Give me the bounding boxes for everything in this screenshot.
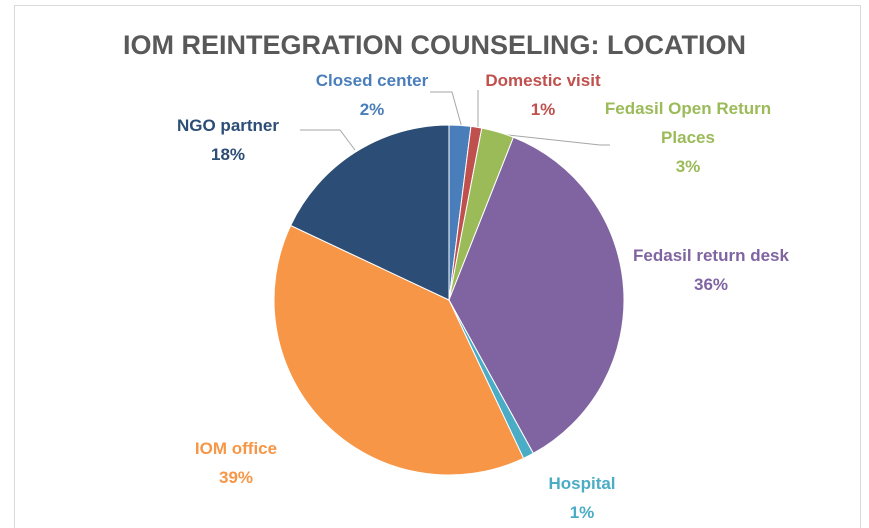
leader-lines [300, 90, 610, 151]
category-label: NGO partner [176, 116, 280, 135]
category-label: Fedasil return desk [633, 246, 789, 265]
pie-slice [289, 124, 450, 301]
category-label: Closed center [315, 71, 429, 90]
value-label: 39% [218, 468, 254, 487]
data-label: Closed center 2% [297, 66, 447, 124]
value-label: 1% [569, 503, 595, 522]
value-label: 36% [693, 275, 729, 294]
leader-line [300, 129, 356, 151]
category-label: Hospital [548, 474, 616, 493]
leader-line [489, 132, 610, 146]
value-label: 18% [210, 145, 246, 164]
category-label: IOM office [194, 439, 278, 458]
data-label: NGO partner 18% [148, 111, 308, 169]
value-label: 3% [675, 157, 701, 176]
value-label: 1% [530, 100, 556, 119]
leader-line [430, 91, 463, 129]
data-label: Fedasil Open Return Places 3% [598, 94, 778, 181]
value-label: 2% [359, 100, 385, 119]
category-label: Domestic visit [485, 71, 601, 90]
chart-title: IOM REINTEGRATION COUNSELING: LOCATION [123, 30, 746, 60]
data-label: Fedasil return desk 36% [621, 241, 801, 299]
data-label: Domestic visit 1% [468, 66, 618, 124]
category-label: Fedasil Open Return Places [604, 99, 772, 147]
pie-slice [273, 224, 525, 476]
pie-slice [448, 136, 625, 455]
data-label: Hospital 1% [502, 469, 662, 527]
data-label: IOM office 39% [156, 434, 316, 492]
